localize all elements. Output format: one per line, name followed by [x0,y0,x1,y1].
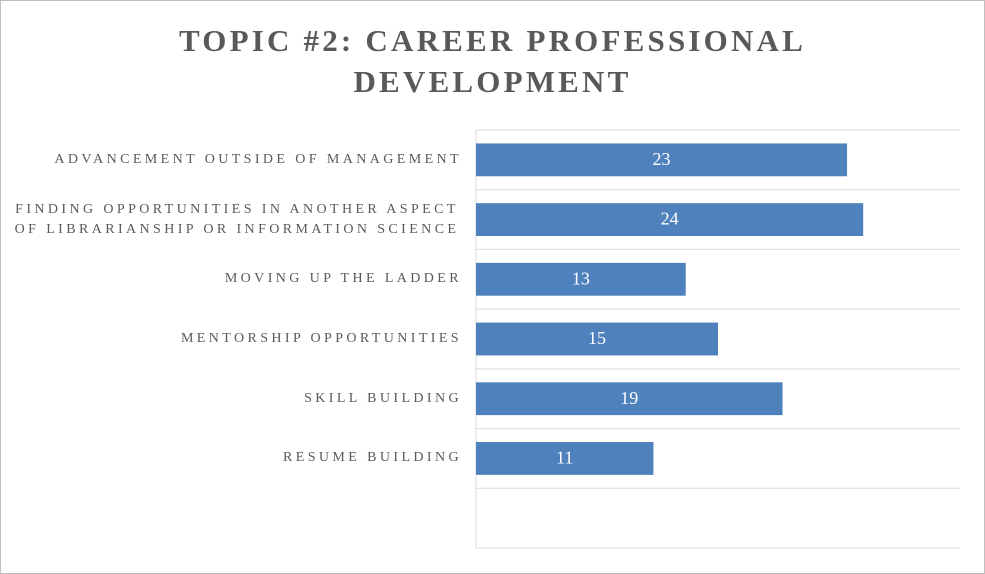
bar [476,382,783,416]
category-label: ADVANCEMENT OUTSIDE OF MANAGEMENT [54,151,462,167]
bar [476,262,686,296]
category-label-wrap: SKILL BUILDING [0,369,462,429]
category-label-wrap: RESUME BUILDING [0,429,462,489]
category-label-wrap: MENTORSHIP OPPORTUNITIES [0,309,462,369]
value-label: 11 [556,448,573,468]
value-label: 23 [653,149,671,169]
value-label: 15 [588,328,606,348]
category-label: MOVING UP THE LADDER [224,271,462,287]
category-label: MENTORSHIP OPPORTUNITIES [180,330,462,346]
bar [476,143,848,177]
category-label: FINDING OPPORTUNITIES IN ANOTHER ASPECT … [14,201,460,237]
value-label: 24 [661,209,679,229]
category-label: RESUME BUILDING [283,450,462,466]
category-label: SKILL BUILDING [304,390,462,406]
chart-title: TOPIC #2: CAREER PROFESSIONAL DEVELOPMEN… [178,23,807,99]
bar [476,203,864,236]
bar [476,442,654,475]
category-label-wrap: FINDING OPPORTUNITIES IN ANOTHER ASPECT … [0,190,462,250]
category-label-wrap: ADVANCEMENT OUTSIDE OF MANAGEMENT [0,130,462,190]
bar [476,322,718,356]
value-label: 19 [620,388,638,408]
value-label: 13 [572,268,590,288]
title-wrap: TOPIC #2: CAREER PROFESSIONAL DEVELOPMEN… [0,20,985,102]
category-label-wrap: MOVING UP THE LADDER [0,249,462,309]
